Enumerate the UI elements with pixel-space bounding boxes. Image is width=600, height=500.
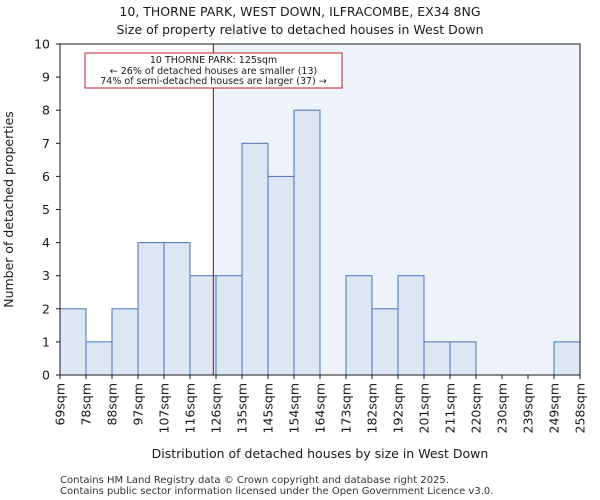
annotation-line-2: ← 26% of detached houses are smaller (13… xyxy=(110,66,317,77)
x-tick-label: 249sqm xyxy=(547,383,562,433)
y-tick-label: 7 xyxy=(42,136,50,151)
bar-107sqm xyxy=(163,242,191,376)
bar-145sqm xyxy=(267,175,295,376)
bar-69sqm xyxy=(59,308,87,376)
y-tick-label: 10 xyxy=(34,37,50,52)
x-tick-label: 164sqm xyxy=(313,383,328,433)
annotation-line-1: 10 THORNE PARK: 125sqm xyxy=(150,55,277,66)
y-tick-label: 2 xyxy=(42,301,50,316)
x-tick-label: 97sqm xyxy=(131,383,146,426)
chart-title: 10, THORNE PARK, WEST DOWN, ILFRACOMBE, … xyxy=(119,4,480,19)
x-tick-label: 173sqm xyxy=(339,383,354,433)
bar-154sqm xyxy=(293,109,321,376)
x-tick-label: 88sqm xyxy=(105,383,120,426)
bar-135sqm xyxy=(241,142,269,376)
x-tick-label: 107sqm xyxy=(157,383,172,433)
y-tick-label: 8 xyxy=(42,103,50,118)
x-tick-label: 154sqm xyxy=(287,383,302,433)
x-axis-label: Distribution of detached houses by size … xyxy=(152,446,489,461)
bar-97sqm xyxy=(137,242,165,376)
y-tick-label: 1 xyxy=(42,334,50,349)
bar-173sqm xyxy=(345,275,373,376)
x-tick-label: 201sqm xyxy=(417,383,432,433)
bar-126sqm xyxy=(215,275,243,376)
annotation-frame xyxy=(84,52,343,89)
bar-78sqm xyxy=(85,341,113,376)
x-tick-label: 192sqm xyxy=(391,383,406,433)
bar-249sqm xyxy=(553,341,581,376)
x-tick-label: 145sqm xyxy=(261,383,276,433)
y-tick-label: 4 xyxy=(42,235,50,250)
bars-group xyxy=(59,109,581,376)
x-tick-label: 230sqm xyxy=(495,383,510,433)
bar-192sqm xyxy=(397,275,425,376)
bar-211sqm xyxy=(449,341,477,376)
x-tick-label: 126sqm xyxy=(209,383,224,433)
y-tick-label: 0 xyxy=(42,368,50,383)
x-tick-label: 69sqm xyxy=(53,383,68,426)
y-tick-label: 6 xyxy=(42,169,50,184)
y-axis-ticks: 0 1 2 3 4 5 6 7 8 9 10 xyxy=(34,37,60,383)
y-axis-label: Number of detached properties xyxy=(1,111,16,308)
bar-116sqm xyxy=(189,275,217,376)
y-tick-label: 3 xyxy=(42,268,50,283)
x-tick-label: 258sqm xyxy=(573,383,588,433)
y-tick-label: 9 xyxy=(42,70,50,85)
bar-182sqm xyxy=(371,308,399,376)
x-tick-label: 239sqm xyxy=(521,383,536,433)
x-tick-label: 182sqm xyxy=(365,383,380,433)
footer-line-1: Contains HM Land Registry data © Crown c… xyxy=(60,475,449,486)
x-tick-label: 211sqm xyxy=(443,383,458,433)
x-axis-ticks: 69sqm 78sqm 88sqm 97sqm 107sqm 116sqm 126sqm 13… xyxy=(53,375,588,433)
bar-88sqm xyxy=(111,308,139,376)
bar-201sqm xyxy=(423,341,451,376)
x-tick-label: 116sqm xyxy=(183,383,198,433)
footer-line-2: Contains public sector information licen… xyxy=(60,486,493,497)
x-tick-label: 220sqm xyxy=(469,383,484,433)
y-tick-label: 5 xyxy=(42,202,50,217)
x-tick-label: 78sqm xyxy=(79,383,94,426)
chart-subtitle: Size of property relative to detached ho… xyxy=(116,22,483,37)
annotation-box: 10 THORNE PARK: 125sqm ← 26% of detached… xyxy=(84,52,343,89)
annotation-line-3: 74% of semi-detached houses are larger (… xyxy=(100,76,327,87)
x-tick-label: 135sqm xyxy=(235,383,250,433)
